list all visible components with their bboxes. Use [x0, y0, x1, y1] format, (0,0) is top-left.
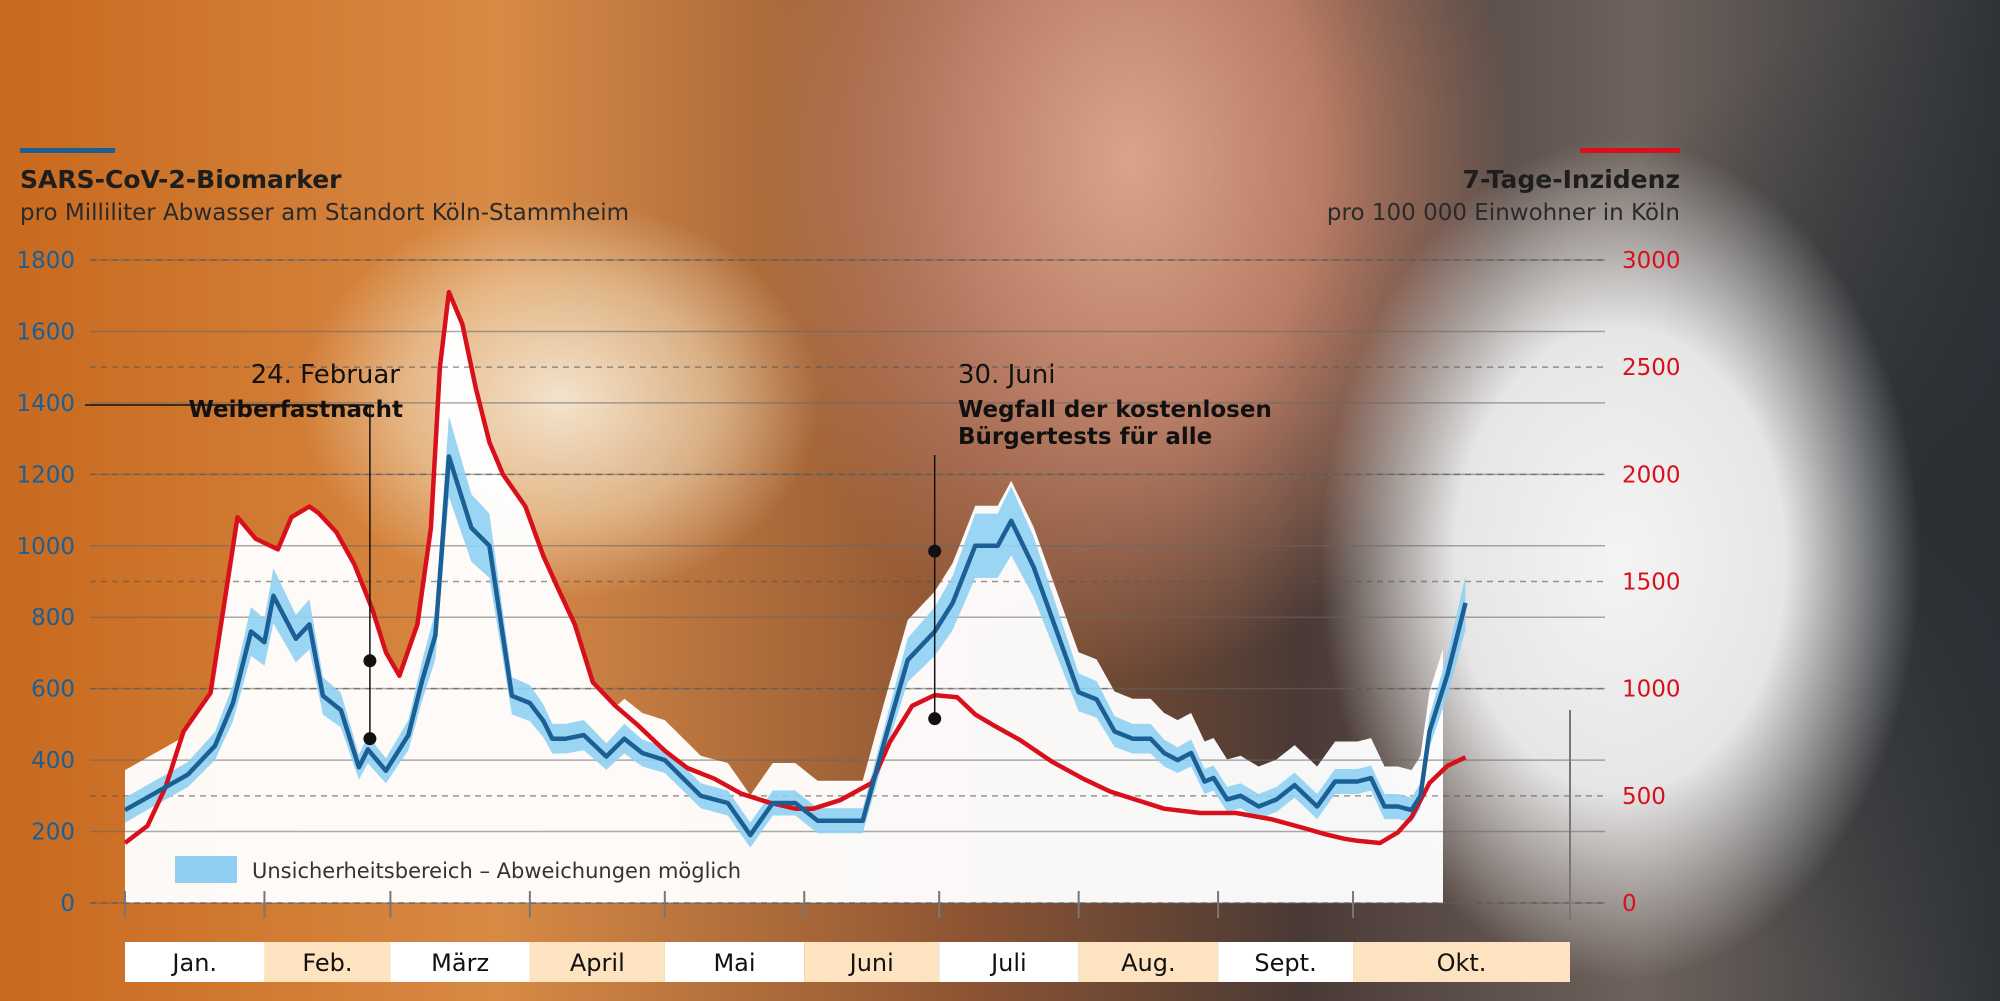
month-label: Mai — [713, 949, 755, 977]
left-axis-title: SARS-CoV-2-Biomarker — [20, 165, 342, 194]
left-tick-label: 200 — [31, 820, 75, 846]
left-tick-label: 1200 — [16, 462, 75, 488]
right-tick-label: 0 — [1622, 891, 1637, 917]
band-legend-swatch — [175, 856, 237, 883]
month-label: Aug. — [1121, 949, 1176, 977]
right-tick-label: 2500 — [1622, 355, 1681, 381]
right-legend-swatch — [1580, 148, 1680, 153]
month-label: März — [431, 949, 489, 977]
annotation-2-point-biomarker — [928, 545, 941, 558]
left-tick-label: 800 — [31, 605, 75, 631]
month-label: Sept. — [1254, 949, 1316, 977]
left-tick-label: 400 — [31, 748, 75, 774]
left-tick-label: 1000 — [16, 534, 75, 560]
month-label: Okt. — [1437, 949, 1487, 977]
annotation-1-label: Weiberfastnacht — [188, 397, 403, 423]
annotation-1-point-incidence — [363, 654, 376, 667]
annotation-2-label-line2: Bürgertests für alle — [958, 424, 1212, 450]
left-y-axis: 0 200 400 600 800 1000 1200 1400 1600 1800 — [16, 248, 75, 917]
left-axis-subtitle: pro Milliliter Abwasser am Standort Köln… — [20, 200, 629, 226]
left-tick-label: 1600 — [16, 319, 75, 345]
right-tick-label: 1500 — [1622, 570, 1681, 596]
band-legend-label: Unsicherheitsbereich – Abweichungen mögl… — [252, 859, 741, 883]
right-axis-title: 7-Tage-Inzidenz — [1463, 165, 1680, 194]
left-legend-swatch — [20, 148, 115, 153]
right-tick-label: 500 — [1622, 784, 1666, 810]
right-axis-subtitle: pro 100 000 Einwohner in Köln — [1327, 200, 1680, 226]
annotation-1-date: 24. Februar — [251, 360, 401, 390]
month-label: April — [570, 949, 625, 977]
right-tick-label: 3000 — [1622, 248, 1681, 274]
left-tick-label: 0 — [60, 891, 75, 917]
left-tick-label: 1400 — [16, 391, 75, 417]
left-tick-label: 1800 — [16, 248, 75, 274]
right-tick-label: 1000 — [1622, 677, 1681, 703]
month-label: Juli — [989, 949, 1027, 977]
right-tick-label: 2000 — [1622, 462, 1681, 488]
left-tick-label: 600 — [31, 677, 75, 703]
month-label: Feb. — [302, 949, 352, 977]
annotation-1-point-biomarker — [363, 732, 376, 745]
month-axis: Jan. Feb. März April Mai Juni Juli Aug. Sept. Okt… — [125, 942, 1570, 982]
annotation-2-label-line1: Wegfall der kostenlosen — [958, 397, 1272, 423]
month-label: Jan. — [170, 949, 217, 977]
right-y-axis: 0 500 1000 1500 2000 2500 3000 — [1622, 248, 1681, 917]
annotation-2-point-incidence — [928, 712, 941, 725]
month-label: Juni — [848, 949, 894, 977]
annotation-2-date: 30. Juni — [958, 360, 1055, 390]
